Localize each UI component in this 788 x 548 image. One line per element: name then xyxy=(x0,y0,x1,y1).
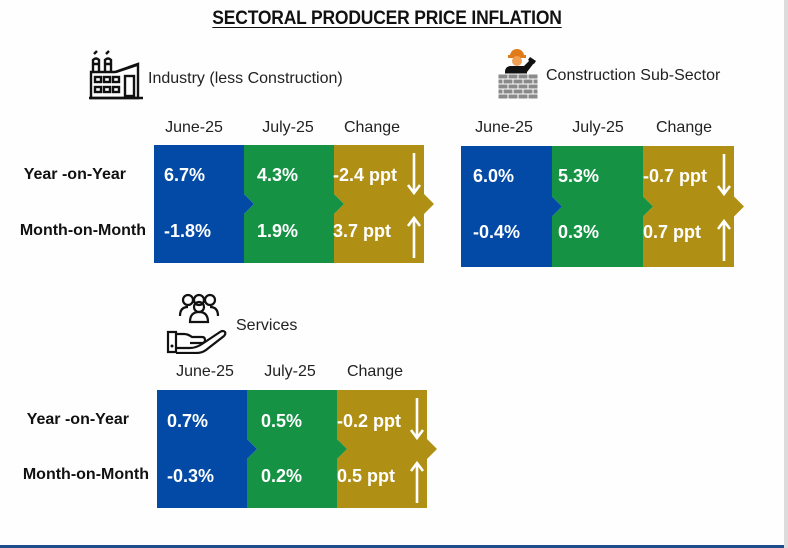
value-july-yoy: 0.5% xyxy=(261,411,303,431)
column-header-july: July-25 xyxy=(264,363,316,380)
column-header-june: June-25 xyxy=(475,119,533,136)
construction-worker-icon xyxy=(496,44,542,107)
value-change-mom: 0.5 ppt xyxy=(337,466,396,486)
page-title: SECTORAL PRODUCER PRICE INFLATION xyxy=(212,8,562,29)
segment-change xyxy=(334,145,434,263)
value-july-yoy: 4.3% xyxy=(257,165,299,185)
column-header-change: Change xyxy=(343,119,401,136)
sector-label-industry: Industry (less Construction) xyxy=(148,69,343,87)
panel-background xyxy=(461,146,744,267)
value-july-yoy: 5.3% xyxy=(558,166,600,186)
value-change-yoy: -0.2 ppt xyxy=(337,411,402,431)
value-june-mom: -1.8% xyxy=(164,221,212,241)
segment-july xyxy=(247,390,347,508)
segment-july xyxy=(244,145,344,263)
sector-header-construction: Construction Sub-Sector xyxy=(496,44,720,107)
segment-june xyxy=(154,145,254,263)
value-june-yoy: 6.7% xyxy=(164,165,206,185)
arrow-up-icon xyxy=(406,215,422,258)
value-july-mom: 0.2% xyxy=(261,466,303,486)
arrow-down-icon xyxy=(716,154,732,197)
column-header-july: July-25 xyxy=(262,119,314,136)
value-june-yoy: 6.0% xyxy=(473,166,515,186)
footer-divider xyxy=(0,545,784,548)
row-label-mom: Month-on-Month xyxy=(22,466,149,483)
segment-june xyxy=(461,146,562,267)
value-june-yoy: 0.7% xyxy=(167,411,209,431)
panel-background xyxy=(154,145,434,263)
segment-july xyxy=(552,146,653,267)
value-july-mom: 1.9% xyxy=(257,221,299,241)
sector-label-services: Services xyxy=(236,316,298,334)
arrow-up-icon xyxy=(409,460,425,503)
sector-header-industry: Industry (less Construction) xyxy=(88,50,343,107)
arrow-down-icon xyxy=(406,153,422,196)
column-header-june: June-25 xyxy=(165,119,223,136)
value-change-mom: 3.7 ppt xyxy=(333,221,392,241)
column-header-change: Change xyxy=(655,119,713,136)
segment-change xyxy=(643,146,744,267)
column-header-july: July-25 xyxy=(572,119,624,136)
segment-june xyxy=(157,390,257,508)
value-change-mom: 0.7 ppt xyxy=(643,222,702,242)
row-label-yoy: Year -on-Year xyxy=(23,166,126,183)
row-label-yoy: Year -on-Year xyxy=(26,411,129,428)
value-july-mom: 0.3% xyxy=(558,222,600,242)
panel-background xyxy=(157,390,437,508)
column-header-change: Change xyxy=(346,363,404,380)
sector-label-construction: Construction Sub-Sector xyxy=(546,66,721,84)
column-header-june: June-25 xyxy=(176,363,234,380)
row-label-mom: Month-on-Month xyxy=(19,222,146,239)
value-change-yoy: -0.7 ppt xyxy=(643,166,708,186)
factory-icon xyxy=(88,50,144,107)
service-hand-people-icon xyxy=(166,292,232,359)
segment-change xyxy=(337,390,437,508)
arrow-up-icon xyxy=(716,218,732,261)
value-june-mom: -0.3% xyxy=(167,466,215,486)
arrow-down-icon xyxy=(409,398,425,441)
sector-header-services: Services xyxy=(166,292,297,359)
value-june-mom: -0.4% xyxy=(473,222,521,242)
value-change-yoy: -2.4 ppt xyxy=(333,165,398,185)
scrollbar-track[interactable] xyxy=(784,0,788,548)
